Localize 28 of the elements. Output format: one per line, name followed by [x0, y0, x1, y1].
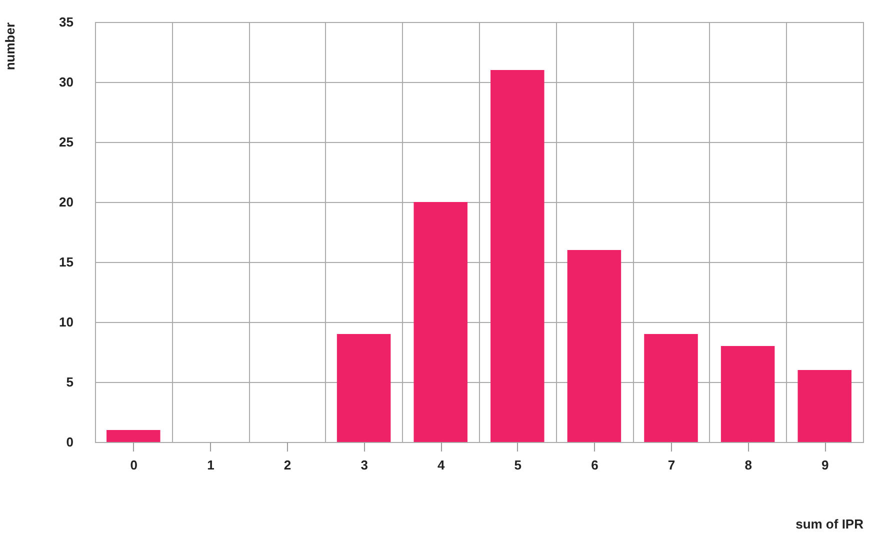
bar	[798, 370, 852, 442]
x-tick-label: 9	[821, 458, 829, 472]
x-tick-label: 5	[514, 458, 522, 472]
x-tick-label: 3	[360, 458, 368, 472]
bar	[720, 346, 775, 442]
y-tick-label: 15	[59, 254, 74, 270]
bar	[644, 334, 698, 442]
x-tick-label: 1	[207, 458, 214, 472]
y-tick-label: 20	[59, 194, 74, 210]
x-tick-label: 7	[668, 458, 676, 472]
y-tick-label: 10	[59, 314, 74, 330]
x-tick-label: 2	[284, 458, 292, 472]
x-tick-label: 8	[744, 458, 752, 472]
bar	[490, 70, 544, 442]
x-tick-label: 6	[591, 458, 598, 472]
y-tick-label: 5	[66, 374, 74, 390]
x-axis-title: sum of IPR	[796, 516, 864, 532]
y-tick-label: 35	[59, 14, 74, 30]
bar	[414, 202, 468, 442]
y-tick-label: 30	[59, 74, 74, 90]
bar	[106, 430, 160, 442]
x-tick-label: 4	[437, 458, 446, 472]
x-tick-label: 0	[130, 458, 138, 472]
bar	[336, 334, 391, 442]
y-tick-label: 0	[66, 434, 74, 450]
y-axis-title: number	[2, 22, 18, 70]
y-tick-label: 25	[59, 134, 74, 150]
bar	[567, 250, 622, 442]
